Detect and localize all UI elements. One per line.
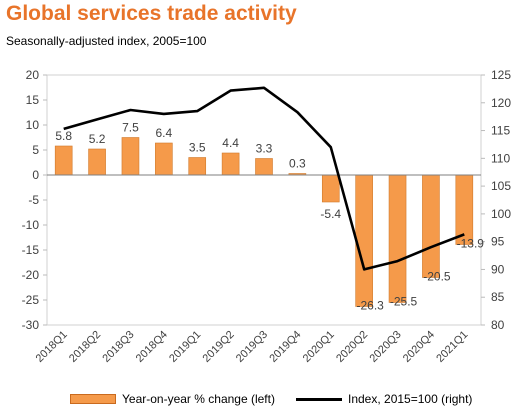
y-left-tick-label: 5 [32, 143, 39, 157]
legend-bar-swatch [70, 394, 116, 404]
y-left-tick-label: 15 [26, 93, 40, 107]
bar [388, 174, 407, 303]
x-tick-label: 2021Q1 [434, 329, 470, 365]
x-tick-label: 2019Q4 [267, 329, 303, 365]
bar-value-label: 7.5 [122, 121, 139, 135]
x-tick-label: 2018Q2 [67, 329, 103, 365]
legend-item-bars: Year-on-year % change (left) [70, 392, 275, 406]
bar [121, 137, 140, 176]
y-left-tick-label: -25 [22, 293, 40, 307]
x-tick-label: 2018Q4 [134, 329, 170, 365]
y-right-tick-label: 125 [491, 68, 511, 82]
x-tick-label: 2020Q2 [334, 329, 370, 365]
bar-value-label: -25.5 [390, 295, 418, 309]
y-left-tick-label: -5 [28, 193, 39, 207]
bar [88, 148, 106, 176]
bar [455, 174, 474, 245]
bar [221, 152, 240, 176]
bar [155, 142, 173, 176]
bar [355, 174, 373, 307]
bar-value-label: -20.5 [423, 270, 451, 284]
x-tick-label: 2020Q1 [301, 329, 337, 365]
y-left-tick-label: -15 [22, 243, 40, 257]
y-right-tick-label: 105 [491, 179, 511, 193]
legend-bar-label: Year-on-year % change (left) [122, 392, 275, 406]
chart-subtitle: Seasonally-adjusted index, 2005=100 [6, 34, 207, 48]
y-right-tick-label: 120 [491, 96, 511, 110]
bar-value-label: 4.4 [222, 136, 239, 150]
x-tick-label: 2020Q4 [401, 329, 437, 365]
y-left-tick-label: -10 [22, 218, 40, 232]
bar-value-label: -13.9 [457, 237, 485, 251]
chart-svg: 20151050-5-10-15-20-25-30125120115110105… [22, 68, 512, 365]
bar-value-label: 5.8 [55, 129, 72, 143]
x-tick-label: 2019Q2 [201, 329, 237, 365]
y-left-tick-label: 20 [26, 68, 40, 82]
legend-line-label: Index, 2015=100 (right) [348, 392, 473, 406]
y-right-tick-label: 115 [491, 124, 510, 138]
bar-value-label: 5.2 [89, 132, 106, 146]
bar-value-label: -26.3 [356, 299, 384, 313]
bar [321, 174, 340, 203]
bar-value-label: -5.4 [320, 207, 341, 221]
bar [255, 158, 273, 176]
plot-area-frame [46, 74, 482, 326]
bar [54, 145, 73, 176]
x-tick-label: 2019Q1 [167, 329, 203, 365]
bar-value-label: 6.4 [156, 126, 173, 140]
x-tick-label: 2018Q1 [34, 329, 70, 365]
bar [188, 157, 207, 176]
bar-value-label: 0.3 [289, 157, 306, 171]
chart-legend: Year-on-year % change (left) Index, 2015… [0, 392, 531, 412]
y-right-tick-label: 85 [491, 290, 505, 304]
index-line [63, 86, 465, 271]
chart-title: Global services trade activity [6, 2, 297, 25]
y-right-tick-label: 95 [491, 235, 505, 249]
y-right-tick-label: 90 [491, 262, 505, 276]
y-right-tick-label: 100 [491, 207, 511, 221]
y-left-tick-label: -20 [22, 268, 40, 282]
x-tick-label: 2019Q3 [234, 329, 270, 365]
bar-value-label: 3.5 [189, 141, 206, 155]
x-tick-label: 2018Q3 [100, 329, 136, 365]
y-left-tick-label: 10 [26, 118, 40, 132]
y-right-tick-label: 80 [491, 318, 505, 332]
y-left-tick-label: 0 [32, 168, 39, 182]
legend-item-line: Index, 2015=100 (right) [296, 392, 472, 406]
x-tick-label: 2020Q3 [367, 329, 403, 365]
y-left-tick-label: -30 [22, 318, 40, 332]
bar [422, 174, 440, 278]
bar-value-label: 3.3 [256, 142, 273, 156]
y-right-tick-label: 110 [491, 151, 510, 165]
legend-line-swatch [296, 397, 342, 401]
